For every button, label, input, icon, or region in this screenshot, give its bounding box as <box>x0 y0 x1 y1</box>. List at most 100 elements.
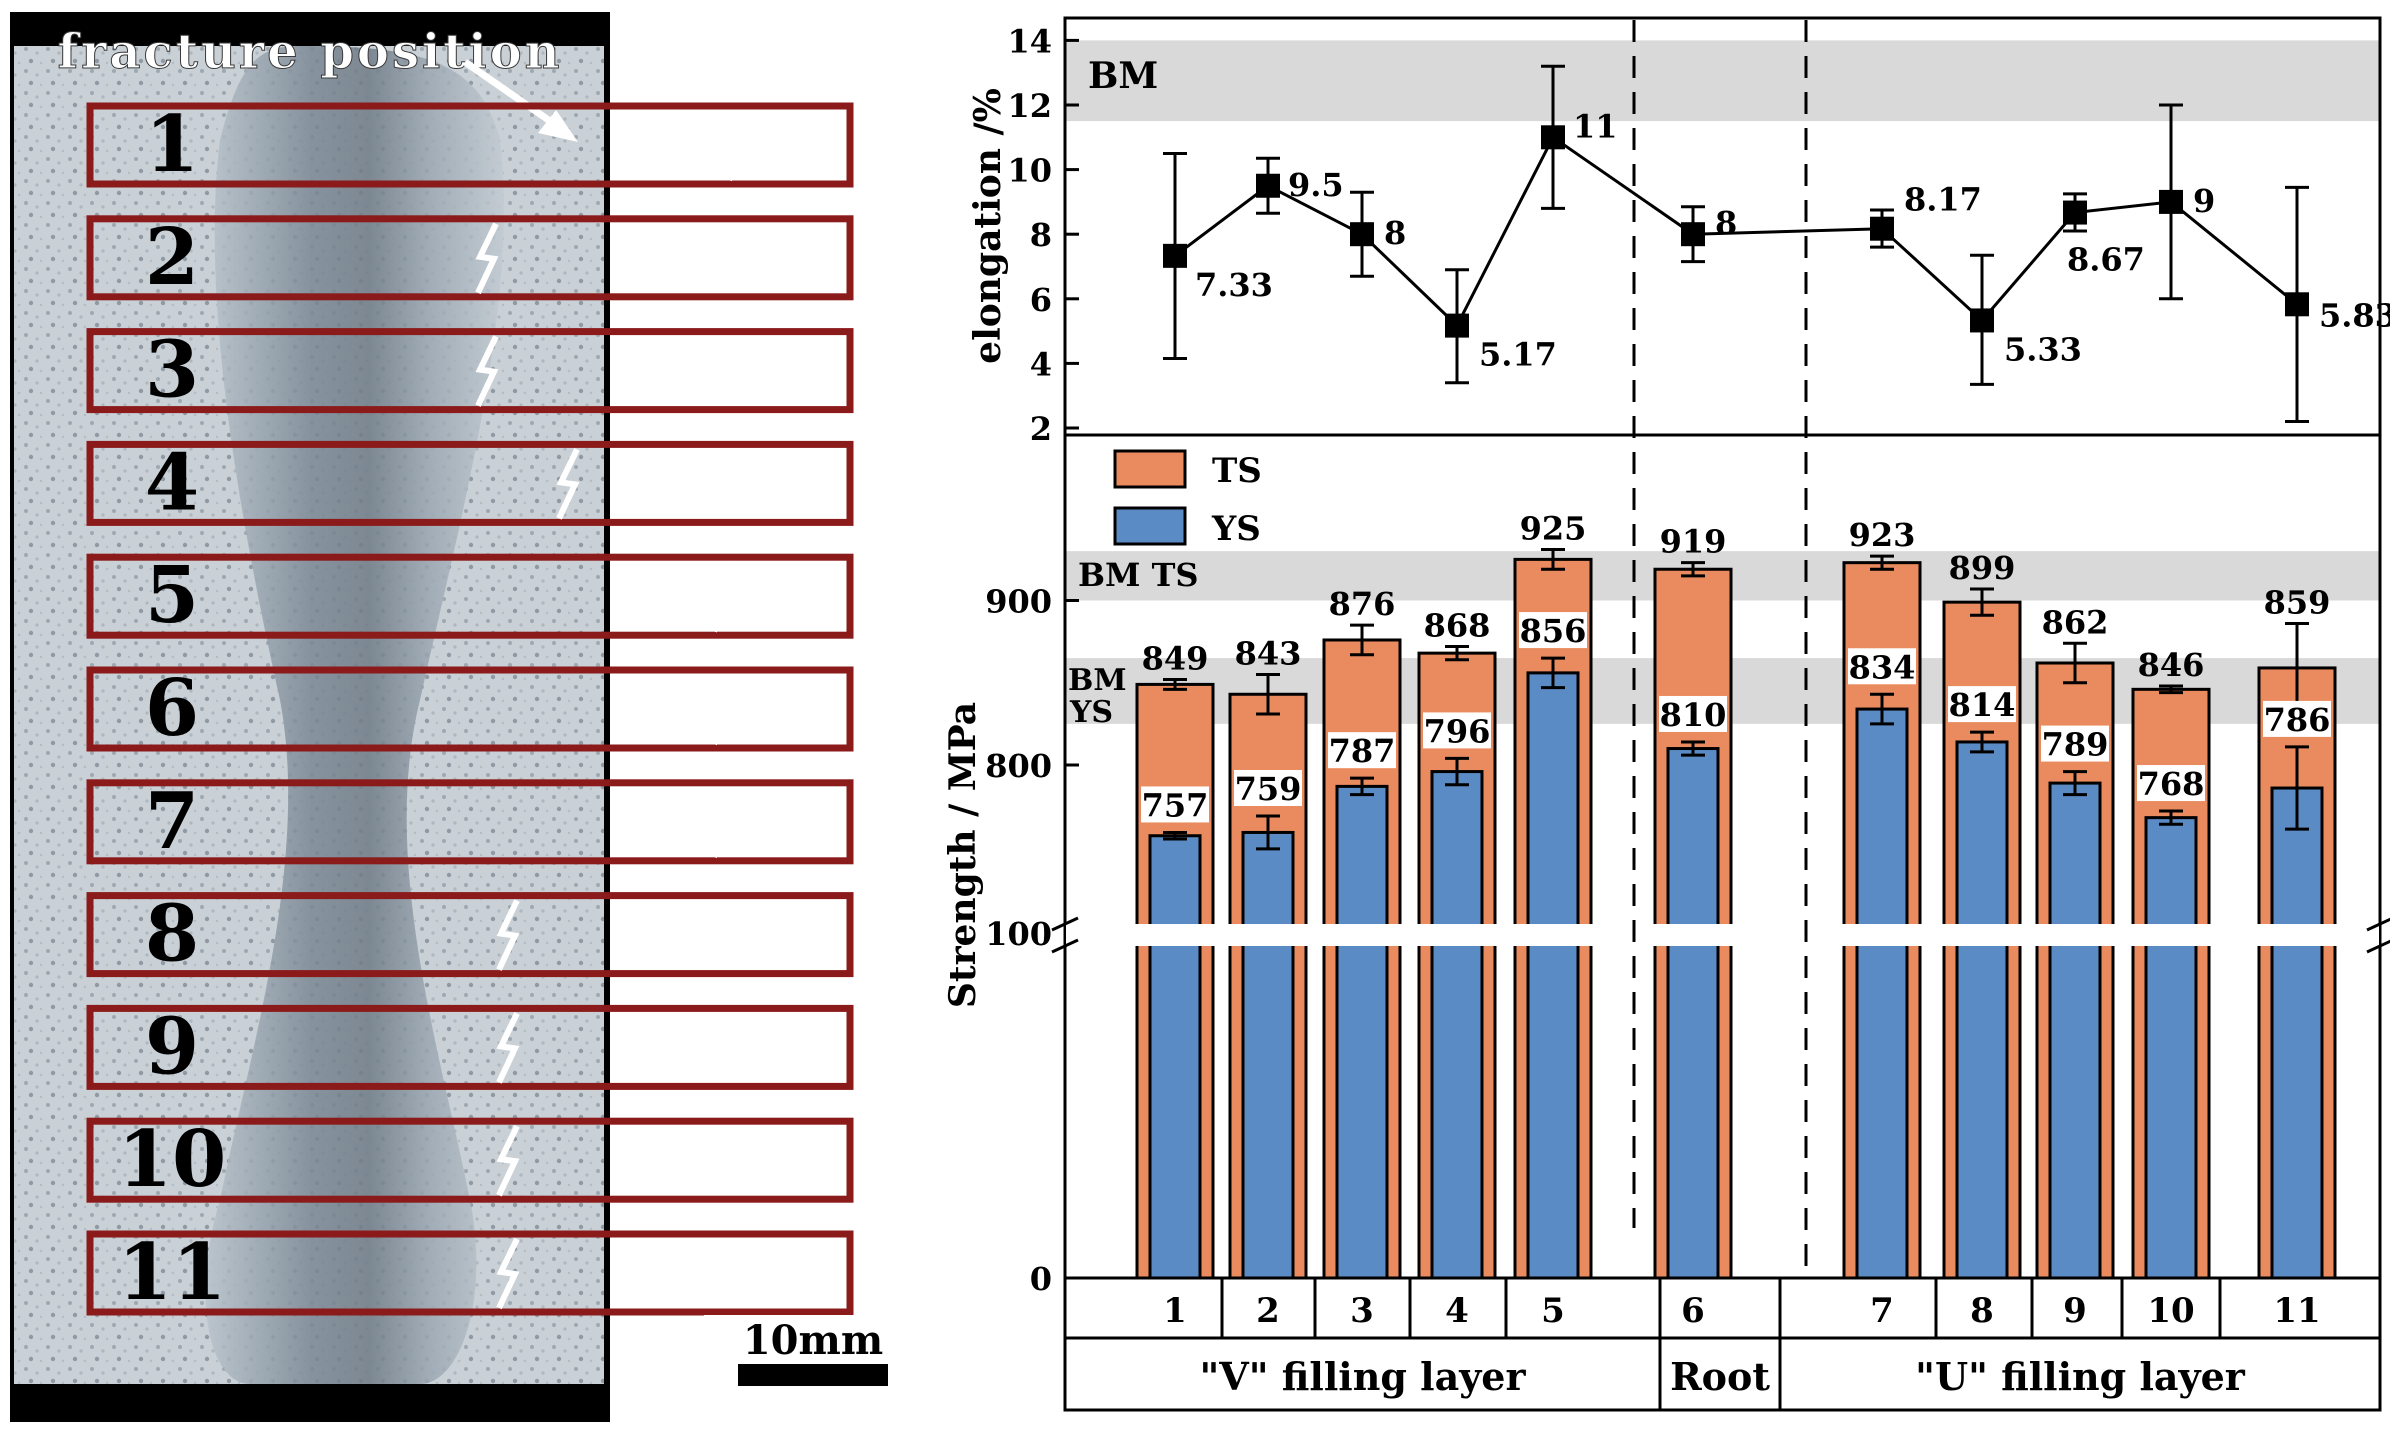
elongation-point-6 <box>1681 222 1705 247</box>
elongation-point-3 <box>1350 222 1374 247</box>
elongation-value-label-9: 8.67 <box>2067 241 2145 279</box>
ys-label-bg-3 <box>1328 732 1396 769</box>
axis-break-gap <box>1066 924 2379 946</box>
ys-label-bg-6 <box>1659 695 1727 732</box>
specimen-number-8: 8 <box>145 889 199 980</box>
ys-label-bg-7 <box>1848 648 1916 685</box>
specimen-frame-4 <box>86 440 854 526</box>
ys-value-label-4: 796 <box>1424 712 1491 750</box>
axis-break-mark-left-2 <box>1051 938 1079 954</box>
strength-bars: 849 757 843 759 876 787 868 796 925 856 919 810 923 8… <box>1135 510 2337 1280</box>
specimen-number-4: 4 <box>145 437 199 528</box>
scale-bar-label: 10mm <box>743 1317 883 1364</box>
elongation-tick-label-12: 12 <box>1007 87 1052 125</box>
ts-value-label-1: 849 <box>1142 639 1209 677</box>
specimen-number-5: 5 <box>145 550 199 641</box>
specimen-photo: fracture position 1 2 3 4 5 6 7 8 9 10 11 10mm <box>10 12 922 1422</box>
specimen-frames: 1 2 3 4 5 6 7 8 9 10 11 <box>86 99 854 1318</box>
ts-value-label-11: 859 <box>2264 584 2331 622</box>
strength-legend: TS YS <box>1113 449 1262 549</box>
ys-label-bg-4 <box>1423 712 1491 749</box>
elongation-chart: BM elongation /% 2 4 6 8 10 12 14 7.33 9.5 8 5.17… <box>967 16 2390 448</box>
elongation-tick-label-10: 10 <box>1007 152 1052 190</box>
ys-label-bg-11 <box>2263 700 2331 737</box>
specimen-frame-1 <box>86 102 854 188</box>
elongation-value-label-5: 11 <box>1573 107 1618 145</box>
specimen-number-2: 2 <box>145 212 199 303</box>
elongation-point-10 <box>2159 189 2183 214</box>
elongation-point-11 <box>2285 292 2309 317</box>
scale-bar <box>738 1364 888 1386</box>
weld-zone <box>205 46 504 1384</box>
ts-value-label-3: 876 <box>1329 585 1396 623</box>
specimen-number-1: 1 <box>145 99 199 190</box>
ys-bar-7 <box>1855 707 1909 1280</box>
elongation-tick-label-6: 6 <box>1030 281 1052 319</box>
ys-label-bg-5 <box>1519 612 1587 649</box>
elongation-value-label-11: 5.83 <box>2319 296 2390 334</box>
category-label-5: 5 <box>1541 1291 1565 1331</box>
fracture-marker-7 <box>711 786 735 859</box>
elongation-value-label-4: 5.17 <box>1479 336 1557 374</box>
bm-elongation-band: BM <box>1066 40 2379 122</box>
ts-value-label-9: 862 <box>2042 603 2109 641</box>
legend-ys-swatch <box>1113 506 1187 546</box>
ts-value-label-7: 923 <box>1849 516 1916 554</box>
specimen-frame-9 <box>86 1004 854 1090</box>
category-label-10: 10 <box>2147 1291 2194 1331</box>
elongation-tick-label-2: 2 <box>1030 410 1052 448</box>
fracture-marker-10 <box>496 1124 520 1197</box>
ts-value-label-10: 846 <box>2138 646 2205 684</box>
strength-tick-label-800: 800 <box>985 747 1052 785</box>
axis-break-mark-right-1 <box>2366 917 2390 932</box>
fracture-marker-4 <box>556 448 580 520</box>
ys-value-label-8: 814 <box>1949 686 2016 724</box>
elongation-point-5 <box>1541 125 1565 150</box>
category-label-6: 6 <box>1681 1291 1705 1331</box>
bm-ys-band-label-top: BM <box>1068 663 1127 698</box>
ys-bar-9 <box>2048 781 2102 1280</box>
bm-elongation-band-rect <box>1066 40 2379 122</box>
ts-value-label-5: 925 <box>1520 510 1587 548</box>
strength-tick-label-900: 900 <box>985 583 1052 621</box>
scale-bar-box <box>704 1315 922 1403</box>
specimen-frame-3 <box>86 328 854 414</box>
axis-break-mark-right-2 <box>2366 939 2390 954</box>
ys-value-label-1: 757 <box>1142 786 1209 824</box>
elongation-series: 7.33 9.5 8 5.17 11 8 8.17 5.33 8.67 9 5.83 <box>1163 64 2390 424</box>
ys-bar-10 <box>2144 816 2198 1280</box>
category-label-9: 9 <box>2063 1291 2087 1331</box>
elongation-point-1 <box>1163 243 1187 268</box>
elongation-value-label-7: 8.17 <box>1904 181 1982 219</box>
caption-arrow-line <box>463 59 562 131</box>
ts-value-label-6: 919 <box>1660 523 1727 561</box>
elongation-value-label-10: 9 <box>2193 182 2215 220</box>
elongation-value-label-2: 9.5 <box>1288 166 1344 204</box>
ys-bar-1 <box>1148 834 1202 1280</box>
specimen-frame-2 <box>86 215 854 301</box>
group-label-2: "U" filling layer <box>1915 1354 2246 1399</box>
elongation-value-label-1: 7.33 <box>1195 266 1273 304</box>
ys-value-label-2: 759 <box>1235 770 1302 808</box>
axis-break-mark-left-1 <box>1051 916 1079 932</box>
ys-bar-4 <box>1430 770 1484 1280</box>
ys-label-bg-1 <box>1141 786 1209 823</box>
ys-bar-8 <box>1955 740 2009 1280</box>
specimen-number-3: 3 <box>145 325 199 416</box>
ys-value-label-7: 834 <box>1849 648 1916 686</box>
fracture-marker-2 <box>475 222 499 295</box>
category-label-2: 2 <box>1256 1291 1280 1331</box>
legend-ys-label: YS <box>1211 509 1261 549</box>
ys-label-bg-10 <box>2137 765 2205 802</box>
specimen-frame-11 <box>86 1230 854 1316</box>
ys-value-label-6: 810 <box>1660 696 1727 734</box>
specimen-frame-5 <box>86 553 854 639</box>
elongation-point-2 <box>1256 173 1280 198</box>
bm-elongation-band-label: BM <box>1088 55 1158 97</box>
fracture-marker-3 <box>475 335 499 407</box>
caption-arrow-head <box>538 110 578 142</box>
specimen-number-6: 6 <box>145 663 199 754</box>
strength-tick-label-0: 0 <box>1030 1260 1052 1298</box>
